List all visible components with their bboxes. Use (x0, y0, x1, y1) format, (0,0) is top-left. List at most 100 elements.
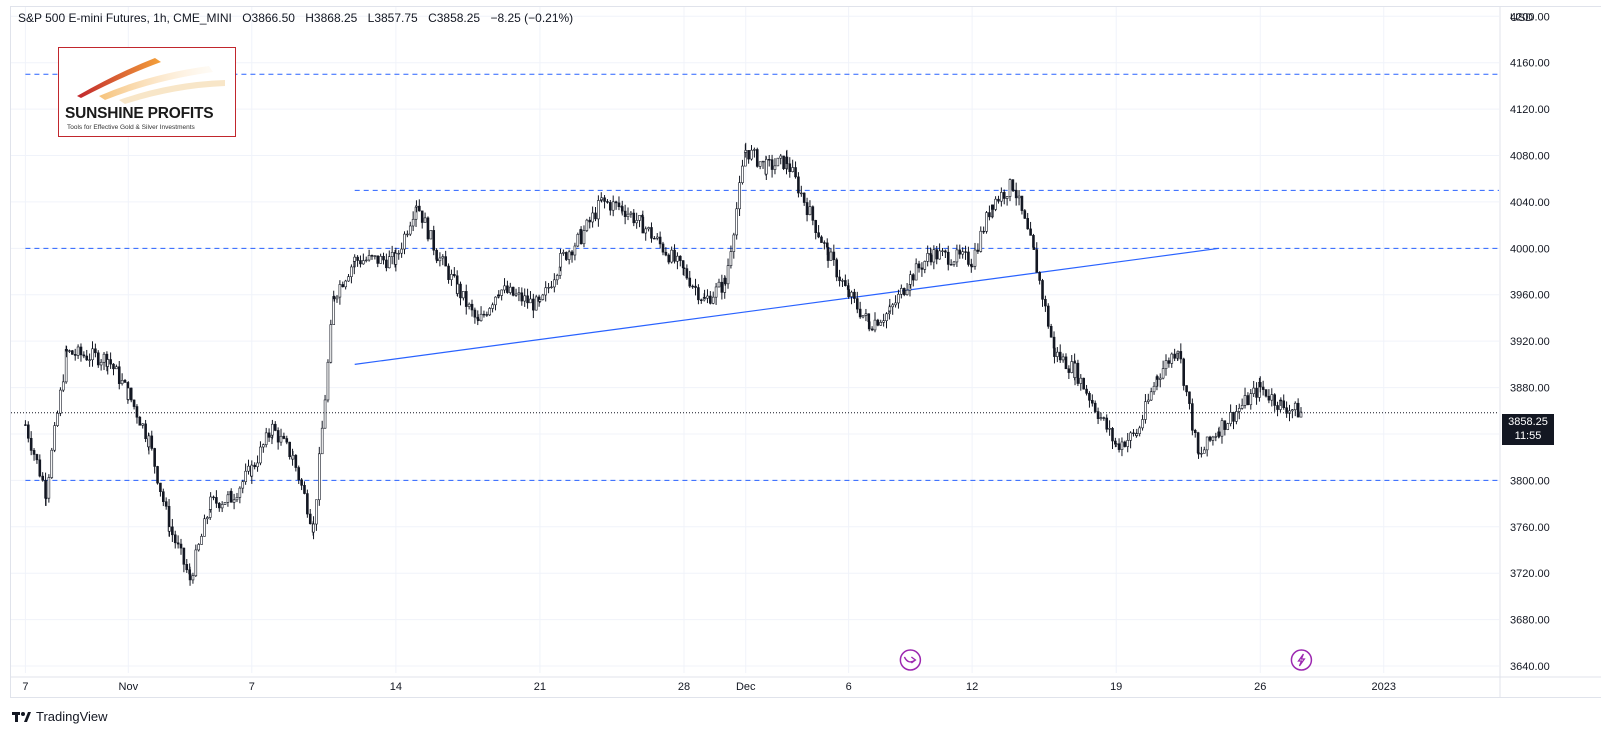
candle-body (729, 251, 733, 266)
time-tick-label: 28 (678, 681, 690, 693)
candle-body (235, 497, 239, 501)
candle-body (991, 204, 995, 210)
candle-body (526, 295, 529, 304)
candle-body (591, 212, 594, 223)
candle-body (841, 280, 844, 282)
candle-body (497, 294, 501, 296)
candle-body (150, 435, 154, 449)
tradingview-brand[interactable]: TradingView (12, 709, 108, 724)
candle-body (844, 280, 847, 286)
bar-countdown: 11:55 (1514, 430, 1542, 442)
candle-body (102, 353, 106, 363)
candle-body (714, 286, 718, 298)
candle-body (176, 542, 180, 545)
candle-body (958, 249, 962, 255)
candle-body (985, 212, 988, 232)
candle-body (779, 155, 783, 159)
candle-body (191, 575, 195, 581)
candle-body (250, 464, 254, 477)
candle-body (1176, 351, 1180, 354)
candle-body (147, 435, 151, 448)
candle-body (920, 267, 924, 270)
candle-body (44, 497, 48, 500)
candle-body (141, 423, 145, 426)
candle-body (115, 366, 118, 370)
candle-body (820, 236, 823, 243)
candle-body (135, 406, 139, 418)
symbol-name[interactable]: S&P 500 E-mini Futures, 1h, CME_MINI (18, 11, 232, 25)
candle-body (688, 277, 692, 287)
candle-body (323, 399, 327, 429)
candle-body (706, 295, 709, 299)
candle-body (1293, 402, 1297, 411)
candle-body (462, 291, 465, 299)
candle-body (347, 276, 350, 282)
candle-body (153, 448, 156, 467)
candle-body (353, 256, 357, 262)
time-axis[interactable]: 7 Nov 7 14 21 28 Dec 6 12 19 26 2023 (11, 676, 1601, 693)
candle-body (156, 466, 159, 484)
candle-body (1164, 360, 1168, 369)
candle-body (232, 499, 236, 503)
price-tick-label: 3760.00 (1510, 522, 1550, 534)
candle-body (132, 399, 136, 407)
time-tick-label: 6 (846, 681, 852, 693)
candle-body (68, 350, 71, 352)
candle-body (523, 295, 526, 302)
candle-body (926, 253, 929, 262)
candle-body (629, 212, 633, 215)
sunshine-profits-logo: SUNSHINE PROFITS Tools for Effective Gol… (58, 47, 236, 137)
time-tick-label: 7 (22, 681, 28, 693)
candle-body (264, 432, 268, 445)
candle-body (171, 526, 174, 536)
candle-body (276, 430, 280, 443)
candle-body (1243, 395, 1247, 406)
trendline[interactable] (354, 247, 1220, 365)
tradingview-logo-icon (12, 711, 31, 722)
candle-body (94, 348, 97, 354)
candle-body (870, 328, 874, 331)
candle-body (1235, 411, 1238, 422)
price-axis[interactable]: 3640.003680.003720.003760.003800.003840.… (1499, 7, 1550, 698)
candle-body (400, 248, 403, 254)
candle-body (41, 475, 44, 481)
candle-body (1093, 402, 1097, 412)
candle-body (938, 250, 941, 260)
candle-body (491, 304, 494, 309)
candle-body (1029, 228, 1032, 236)
time-tick-label: 19 (1110, 681, 1122, 693)
candle-body (1073, 362, 1077, 378)
candle-body (1240, 405, 1244, 409)
candle-body (670, 249, 673, 263)
candle-body (770, 159, 774, 170)
candle-body (168, 526, 171, 532)
candle-body (1082, 377, 1085, 390)
candle-body (112, 363, 115, 370)
candle-body (553, 279, 556, 288)
candle-body (661, 243, 665, 253)
candle-body (1141, 419, 1144, 429)
ohlc-high: H3868.25 (305, 11, 358, 25)
candle-body (109, 359, 112, 365)
candle-body (82, 354, 86, 357)
candle-body (85, 355, 89, 361)
candle-body (658, 236, 662, 245)
time-tick-label: Dec (736, 681, 756, 693)
chart-frame (10, 6, 1601, 698)
candle-body (356, 256, 359, 261)
candle-body (873, 319, 877, 331)
candle-body (288, 441, 291, 458)
candle-body (429, 230, 433, 240)
candle-body (32, 450, 36, 455)
candle-body (1296, 402, 1300, 418)
candle-body (326, 361, 330, 401)
candle-body (562, 252, 565, 254)
time-tick-label: 26 (1254, 681, 1266, 693)
candle-body (373, 255, 377, 257)
candle-body (791, 167, 794, 172)
candle-body (626, 213, 630, 217)
price-tick-label: 4160.00 (1510, 58, 1550, 70)
candle-body (585, 219, 589, 231)
candle-body (464, 291, 468, 307)
